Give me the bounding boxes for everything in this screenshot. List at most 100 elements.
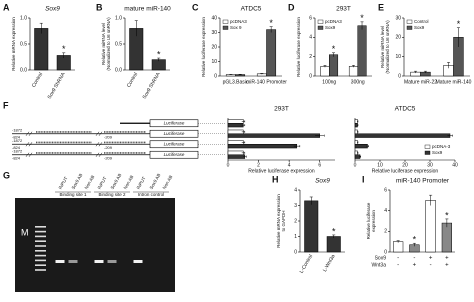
error-bar (396, 240, 400, 243)
error-bar (241, 130, 246, 133)
y-tick-label: 2 (309, 54, 312, 60)
x-tick-label: 0 (354, 162, 357, 168)
break-mark (25, 152, 103, 157)
x-tick-label: 4 (288, 162, 291, 168)
error-bar (351, 65, 355, 68)
panel-label: B (96, 2, 103, 12)
error-bar (332, 52, 336, 57)
position-label: -209 (104, 145, 113, 150)
condition-mark: - (397, 256, 399, 262)
error-bar (412, 242, 416, 247)
position-label: -824 (12, 134, 21, 139)
condition-mark: + (413, 263, 417, 269)
y-tick-label: 2 (294, 218, 297, 224)
bar (354, 144, 368, 149)
y-tick-label: 1 (294, 234, 297, 240)
y-tick-label: 0.0 (115, 67, 122, 73)
significance-star: * (157, 49, 161, 59)
error-bar (134, 20, 138, 37)
position-label: -1872 (12, 138, 23, 143)
bar (320, 66, 330, 77)
bar (304, 200, 319, 253)
bar (227, 133, 320, 138)
error-bar (157, 57, 161, 62)
bar (266, 29, 277, 77)
legend-swatch (317, 19, 324, 24)
y-tick-label: 0.5 (20, 41, 27, 47)
condition-mark: - (413, 256, 415, 262)
lane-label: INPUT (136, 176, 147, 190)
error-bar (229, 74, 233, 75)
y-tick-label: 4 (309, 35, 312, 41)
position-label: -1872 (12, 127, 23, 132)
y-tick-label: 10 (395, 54, 401, 60)
panel-label: E (378, 2, 384, 12)
panel-label: A (3, 2, 10, 12)
error-bar (260, 73, 264, 75)
panel-label: G (3, 170, 10, 180)
chart-title: miR-140 Promoter (396, 178, 450, 185)
legend-swatch (424, 144, 431, 149)
bar (227, 140, 244, 145)
legend-label: Sox9 (414, 25, 425, 30)
error-bar (366, 145, 369, 148)
condition-mark: + (445, 256, 449, 262)
x-axis-label: Relative luciferase expression (372, 168, 439, 174)
error-bar (360, 21, 364, 30)
error-bar (447, 62, 451, 69)
error-bar (269, 26, 273, 33)
position-label: -209 (104, 155, 113, 160)
position-label: -209 (104, 134, 113, 139)
gel (15, 198, 175, 292)
error-bar (357, 120, 359, 123)
chart-title: ATDC5 (395, 106, 416, 113)
lane-label: INPUT (97, 176, 108, 190)
gel-band (55, 260, 65, 263)
position-label: -1872 (12, 148, 23, 153)
y-axis-label: expression (371, 210, 376, 232)
significance-star: * (457, 19, 461, 29)
ladder-band (35, 264, 46, 266)
legend-swatch (406, 19, 413, 24)
error-bar (414, 70, 418, 74)
y-tick-label: 6 (309, 15, 312, 21)
gel-band (133, 260, 143, 263)
legend-swatch (406, 25, 413, 30)
bar (34, 28, 49, 71)
ladder-band (35, 254, 46, 257)
y-axis-label: Relative mRNA expression (276, 194, 281, 248)
y-tick-label: 6 (384, 187, 387, 193)
y-tick-label: 0 (384, 249, 387, 255)
error-bar (238, 74, 242, 75)
panel-label: C (192, 2, 199, 12)
y-tick-label: 0 (398, 73, 401, 79)
position-label: -824 (12, 155, 21, 160)
error-bar (62, 52, 66, 59)
panel-label: F (3, 100, 9, 110)
bar (441, 222, 452, 253)
x-tick-label: 100ng (322, 79, 336, 85)
condition-name: Sox9 (375, 255, 387, 261)
ladder-band (35, 230, 46, 233)
luciferase-label: Luciferase (164, 120, 185, 125)
gel-band (94, 260, 104, 263)
significance-star: * (360, 13, 364, 23)
x-tick-label: 6 (318, 162, 321, 168)
error-bar (429, 194, 433, 206)
y-tick-label: 10 (211, 59, 217, 65)
break-mark (25, 131, 103, 136)
panel-label: I (362, 174, 365, 184)
error-bar (309, 196, 313, 205)
y-tick-label: 30 (395, 15, 401, 21)
y-axis-label: Relative luciferase (366, 202, 371, 239)
error-bar (357, 141, 359, 144)
condition-mark: + (445, 263, 449, 269)
bar (227, 150, 244, 156)
legend-label: pcDNA-3 (432, 144, 451, 149)
chart-title: Sox9 (315, 178, 330, 185)
chart-title: mature miR-140 (124, 6, 171, 13)
bar (227, 154, 246, 159)
error-bar (332, 234, 336, 239)
break-mark (25, 142, 103, 147)
lane-label: Non AB (123, 174, 135, 190)
